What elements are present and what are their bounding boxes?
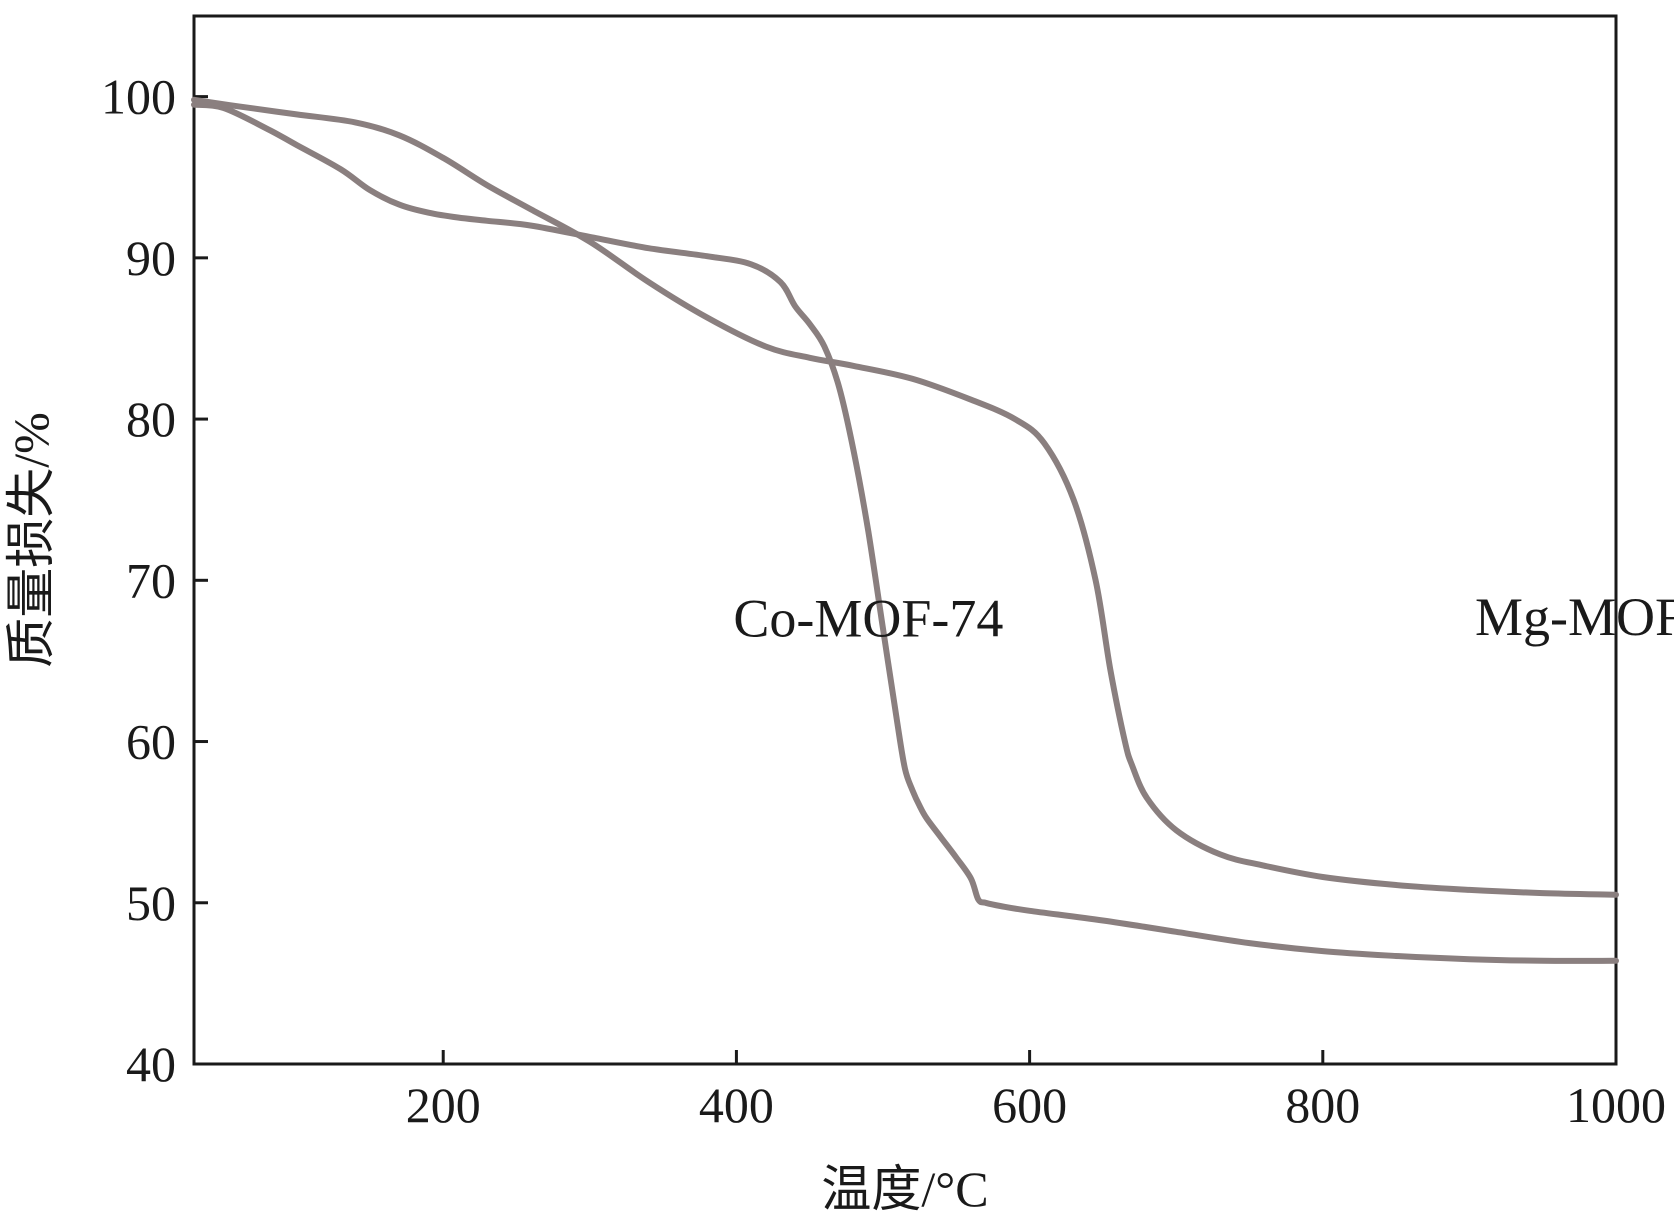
y-tick-label: 80	[126, 391, 176, 447]
series-label-co-mof-74: Co-MOF-74	[733, 589, 1003, 649]
x-axis-ticks: 200 400 600 800 1000	[406, 1050, 1666, 1133]
series-label-mg-mof-74: Mg-MOF-74	[1475, 587, 1674, 647]
y-axis-title: 质量损失/%	[3, 412, 59, 668]
x-tick-label: 800	[1285, 1077, 1360, 1133]
x-axis-title: 温度/°C	[821, 1161, 988, 1217]
x-tick-label: 600	[992, 1077, 1067, 1133]
series-lines	[191, 96, 1619, 964]
x-tick-label: 200	[406, 1077, 481, 1133]
series-line-co-mof-74	[191, 101, 1619, 964]
y-tick-label: 50	[126, 875, 176, 931]
plot-frame	[192, 14, 1618, 1066]
series-line-mg-mof-74	[191, 96, 1619, 898]
y-tick-label: 70	[126, 552, 176, 608]
y-tick-label: 90	[126, 230, 176, 286]
x-tick-label: 400	[699, 1077, 774, 1133]
annotations: Co-MOF-74 Mg-MOF-74	[733, 587, 1674, 649]
y-tick-label: 100	[101, 69, 176, 125]
x-tick-label: 1000	[1566, 1077, 1666, 1133]
y-axis-ticks: 40 50 60 70 80 90 100	[101, 69, 208, 1092]
y-tick-label: 60	[126, 714, 176, 770]
y-tick-label: 40	[126, 1036, 176, 1092]
